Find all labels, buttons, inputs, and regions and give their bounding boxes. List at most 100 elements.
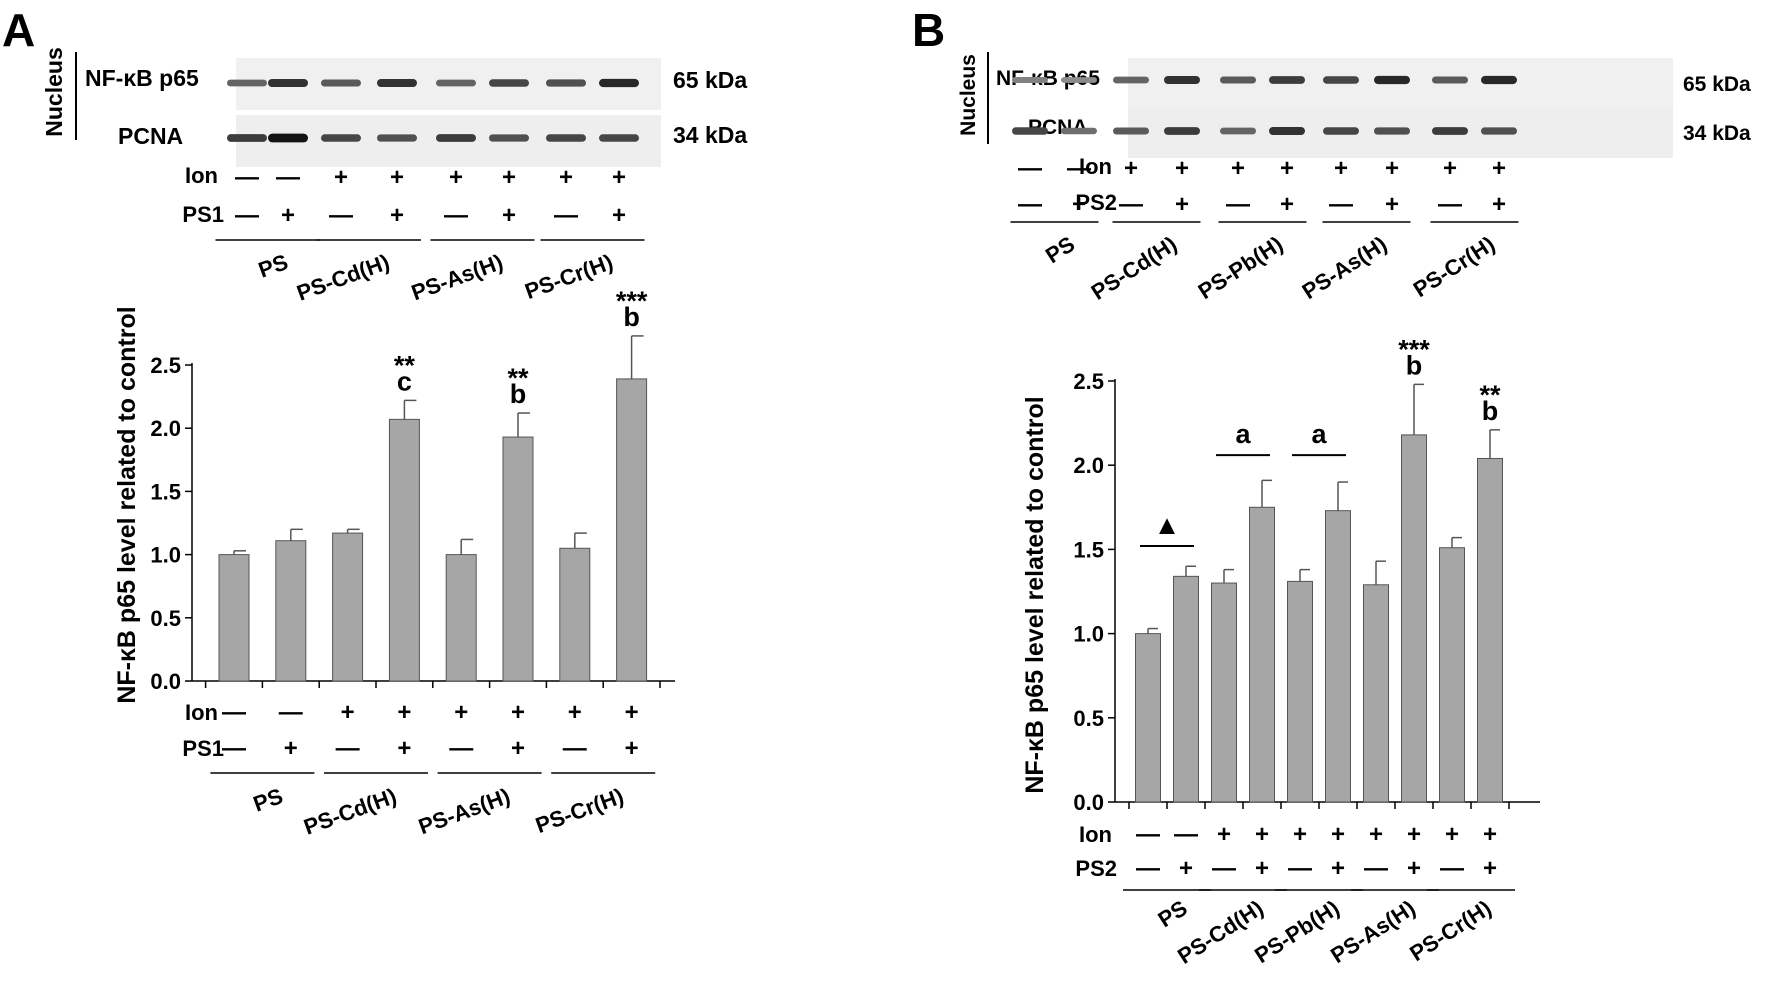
bar <box>559 547 591 682</box>
chart-ion-sign: + <box>397 699 411 726</box>
chart-ion-sign: + <box>625 699 639 726</box>
blot-b-group-label: PS-Cr(H) <box>1409 231 1499 302</box>
chart-ps-sign: — <box>1288 855 1312 882</box>
ps-row-label: PS1 <box>182 736 224 761</box>
chart-ion-sign: + <box>1369 821 1383 848</box>
blot-a-p65-mw: 65 kDa <box>673 67 747 93</box>
blot-a-ps-sign: — <box>235 202 259 229</box>
chart-b-ylabel: NF-κB p65 level related to control <box>1021 396 1049 793</box>
ion-row-label: Ion <box>1079 822 1112 847</box>
chart-ps-sign: — <box>1136 855 1160 882</box>
blot-b-ps-sign: — <box>1438 191 1462 218</box>
blot-b-p65-mw: 65 kDa <box>1683 73 1751 96</box>
annotation-label: *** <box>1398 334 1430 364</box>
blot-a-ion-sign: + <box>390 164 404 191</box>
blot-b-ion-sign: + <box>1334 155 1348 182</box>
blot-a-pcna-mw: 34 kDa <box>673 122 747 148</box>
blot-a-band <box>227 79 267 87</box>
chart-group-label: PS-Cr(H) <box>532 783 627 838</box>
chart-ps-sign: + <box>511 735 525 762</box>
blot-b-ion-sign: + <box>1280 155 1294 182</box>
panel-b-letter: B <box>912 4 945 56</box>
annotation-label: ** <box>1479 380 1501 410</box>
blot-a-ps-sign: + <box>502 202 516 229</box>
chart-ion-sign: + <box>1255 821 1269 848</box>
bar <box>1249 506 1275 803</box>
blot-b-ion-sign: + <box>1124 155 1138 182</box>
panel-a-blot: Nucleus NF-κB p65 PCNA 65 kDa 34 kDa Ion… <box>41 47 747 305</box>
blot-b-ion-sign: + <box>1443 155 1457 182</box>
chart-ion-sign: + <box>1293 821 1307 848</box>
blot-a-band <box>268 133 308 143</box>
blot-b-band <box>1269 76 1305 84</box>
blot-b-band <box>1374 127 1410 135</box>
panel-a-letter: A <box>2 4 35 56</box>
chart-ps-sign: + <box>397 735 411 762</box>
blot-a-ps-sign: — <box>554 202 578 229</box>
blot-b-ps-sign: — <box>1226 191 1250 218</box>
blot-b-ion-sign: + <box>1175 155 1189 182</box>
annotation-label: ** <box>394 350 416 380</box>
blot-a-band <box>377 79 417 87</box>
blot-b-band <box>1061 77 1097 83</box>
bracket-label: a <box>1235 419 1251 449</box>
blot-b-band <box>1374 75 1410 85</box>
blot-a-pcna-label: PCNA <box>118 123 183 149</box>
chart-ion-sign: + <box>454 699 468 726</box>
blot-a-band <box>546 134 586 142</box>
chart-ion-sign: + <box>1483 821 1497 848</box>
blot-a-p65-label: NF-κB p65 <box>85 65 199 91</box>
chart-ps-sign: — <box>449 735 473 762</box>
chart-group-label: PS-Cr(H) <box>1405 895 1495 966</box>
blot-b-band <box>1164 76 1200 84</box>
y-tick-label: 0.0 <box>1073 790 1104 815</box>
blot-a-band <box>377 134 417 142</box>
chart-b: NF-κB p65 level related to control 0.0 0.… <box>1021 334 1540 969</box>
blot-b-band <box>1220 127 1256 135</box>
annotation-label: b <box>1482 396 1499 426</box>
blot-a-group-label: PS-Cr(H) <box>522 249 617 304</box>
blot-a-band <box>599 78 639 88</box>
chart-group-label: PS-Cd(H) <box>300 783 399 840</box>
chart-ps-sign: + <box>284 735 298 762</box>
chart-ps-sign: + <box>1179 855 1193 882</box>
chart-ps-sign: — <box>1440 855 1464 882</box>
blot-b-group-label: PS-As(H) <box>1298 231 1392 304</box>
chart-ps-sign: — <box>1212 855 1236 882</box>
blot-a-band <box>268 79 308 87</box>
blot-b-ps-sign: + <box>1072 191 1086 218</box>
y-tick-label: 1.0 <box>1073 622 1104 647</box>
chart-ion-sign: + <box>1217 821 1231 848</box>
chart-ps-sign: + <box>625 735 639 762</box>
blot-b-band <box>1481 127 1517 135</box>
blot-a-band <box>489 134 529 142</box>
blot-b-band <box>1432 127 1468 135</box>
blot-b-band <box>1113 76 1149 84</box>
blot-b-ps-sign: — <box>1018 191 1042 218</box>
y-tick-label: 0.0 <box>150 669 181 694</box>
bar <box>275 540 307 682</box>
blot-a-band <box>599 134 639 142</box>
blot-a-ion-sign: + <box>449 164 463 191</box>
chart-group-label: PS-Pb(H) <box>1250 895 1344 968</box>
blot-b-ps-sign: + <box>1280 191 1294 218</box>
bar <box>218 554 250 682</box>
bracket-label: ▲ <box>1154 510 1181 540</box>
chart-a: NF-κB p65 level related to control 0.0 0.… <box>113 286 675 840</box>
blot-a-ps-sign: + <box>390 202 404 229</box>
bracket-label: a <box>1311 419 1327 449</box>
y-tick-label: 2.5 <box>150 353 181 378</box>
blot-a-band <box>546 79 586 87</box>
annotation-label: ** <box>507 363 529 393</box>
blot-a-ion-sign: + <box>559 164 573 191</box>
chart-ps-sign: + <box>1483 855 1497 882</box>
blot-b-group-label: PS-Pb(H) <box>1194 231 1288 304</box>
chart-ps-sign: — <box>1364 855 1388 882</box>
blot-b-ps-sign: + <box>1175 191 1189 218</box>
chart-ion-sign: + <box>511 699 525 726</box>
blot-a-group-label: PS-Cd(H) <box>293 249 392 306</box>
y-tick-label: 0.5 <box>150 606 181 631</box>
blot-a-ion-sign: + <box>334 164 348 191</box>
chart-ion-sign: + <box>1331 821 1345 848</box>
